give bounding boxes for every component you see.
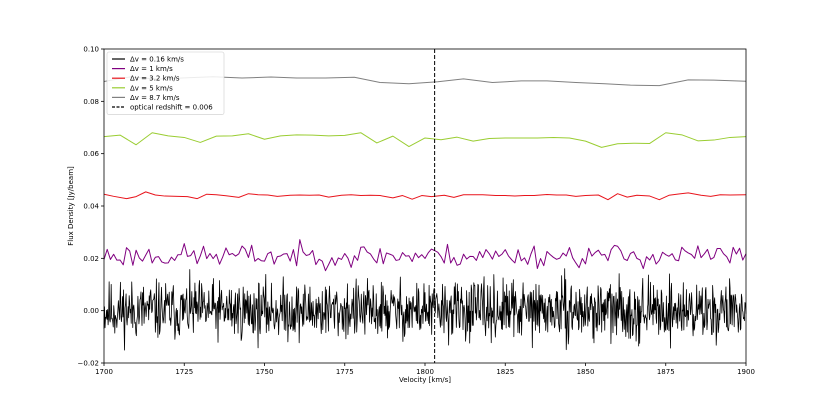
legend-label-0: Δv = 0.16 km/s: [130, 56, 184, 64]
x-tick-label-4: 1800: [416, 368, 434, 376]
legend-label-3: Δv = 5 km/s: [130, 84, 173, 92]
legend-label-5: optical redshift = 0.006: [130, 104, 213, 112]
x-tick-label-6: 1850: [577, 368, 595, 376]
x-axis-label: Velocity [km/s]: [399, 376, 451, 384]
legend-label-4: Δv = 8.7 km/s: [130, 94, 180, 102]
x-tick-label-7: 1875: [657, 368, 675, 376]
legend-label-1: Δv = 1 km/s: [130, 65, 173, 73]
series-line-1: [103, 239, 747, 272]
y-tick-label-3: 0.04: [83, 203, 99, 211]
x-tick-label-5: 1825: [496, 368, 514, 376]
y-axis: −0.02 0.00 0.02 0.04 0.06 0.08 0.10: [78, 46, 104, 368]
y-tick-label-4: 0.06: [83, 150, 99, 158]
x-tick-label-2: 1750: [256, 368, 274, 376]
y-axis-label: Flux Density [Jy/beam]: [67, 166, 75, 246]
x-tick-label-1: 1725: [175, 368, 193, 376]
series-line-2: [103, 191, 747, 201]
x-tick-label-8: 1900: [737, 368, 755, 376]
y-tick-label-2: 0.02: [83, 255, 99, 263]
legend: Δv = 0.16 km/sΔv = 1 km/sΔv = 3.2 km/sΔv…: [106, 51, 225, 115]
legend-label-2: Δv = 3.2 km/s: [130, 75, 180, 83]
y-tick-label-6: 0.10: [83, 46, 99, 54]
x-tick-label-0: 1700: [95, 368, 113, 376]
plot-series: [103, 76, 747, 351]
x-tick-label-3: 1775: [336, 368, 354, 376]
y-tick-label-0: −0.02: [78, 360, 99, 368]
y-tick-label-1: 0.00: [83, 307, 99, 315]
series-line-0: [103, 268, 747, 351]
x-axis: 1700 1725 1750 1775 1800 1825 1850 1875 1900: [95, 363, 755, 376]
y-tick-label-5: 0.08: [83, 98, 99, 106]
legend-box: [106, 51, 225, 115]
series-line-3: [103, 132, 747, 148]
